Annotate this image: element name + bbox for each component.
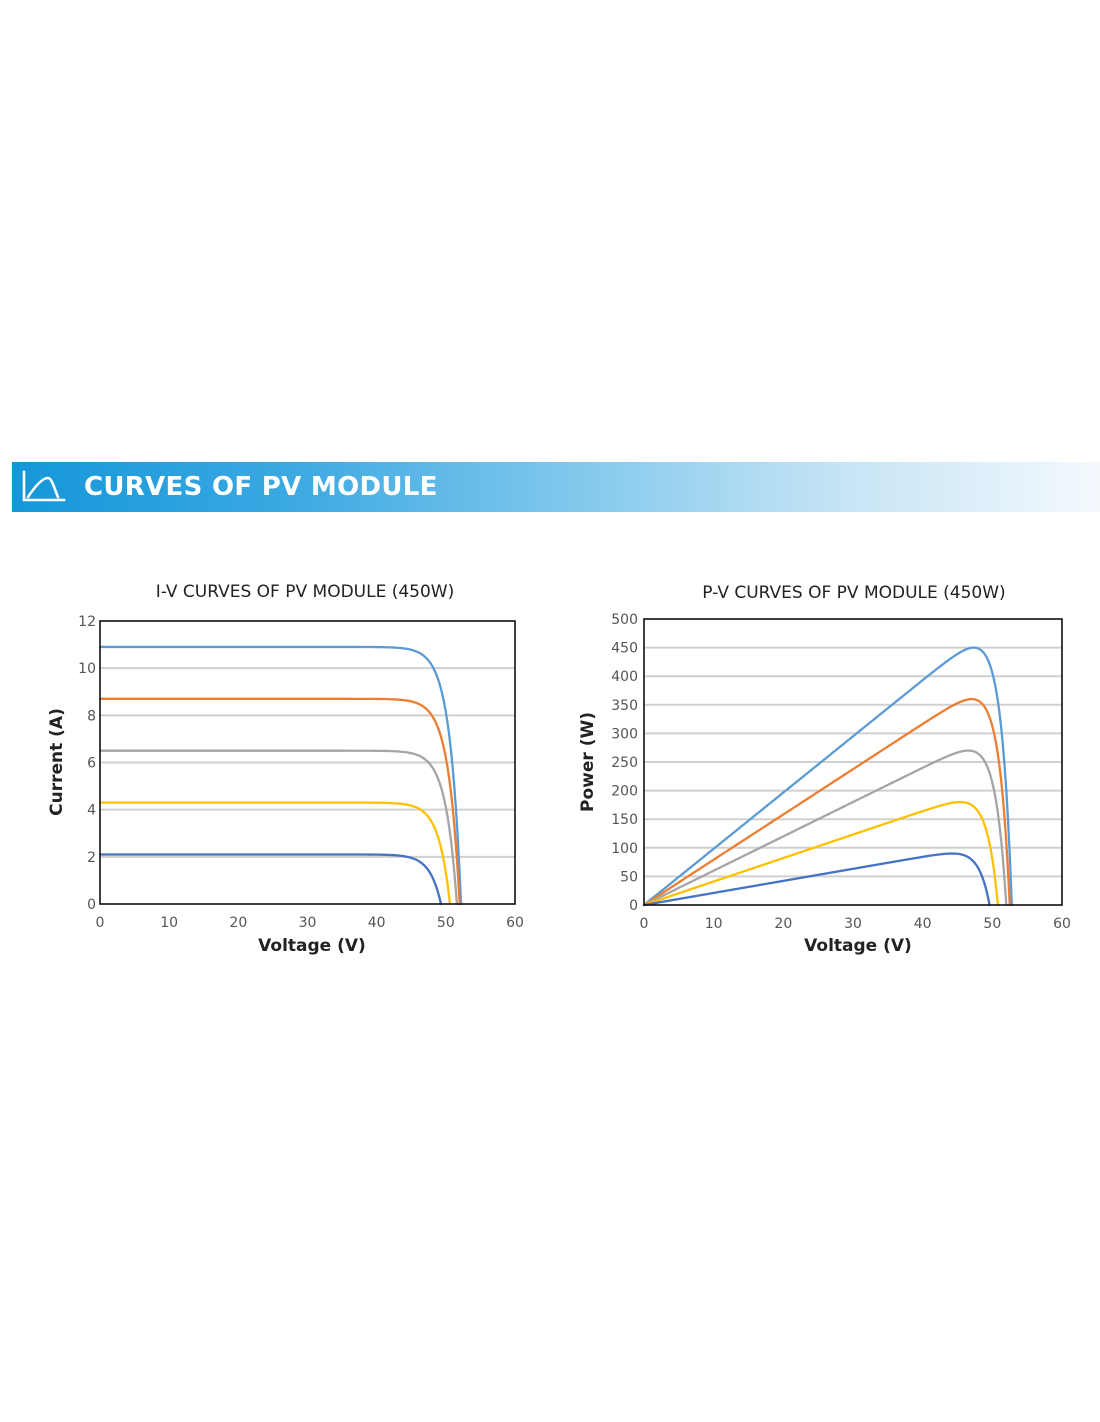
iv-x-ticks: 0 10 20 30 40 50 60 [96,915,524,931]
iv-x-tick-label: 0 [96,915,105,931]
section-banner: CURVES OF PV MODULE [12,462,1100,512]
iv-y-tick-label: 0 [87,897,96,913]
pv-y-tick-label: 300 [611,726,638,742]
iv-x-axis-label: Voltage (V) [258,936,366,956]
iv-series-line-1 [98,645,463,906]
pv-plot-frame [643,618,1063,906]
pv-y-tick-label: 100 [611,841,638,857]
pv-y-tick-label: 150 [611,812,638,828]
pv-grid [644,646,1062,878]
iv-y-axis-label: Current (A) [47,708,67,816]
iv-y-tick-label: 2 [87,850,96,866]
pv-y-tick-label: 500 [611,612,638,628]
curve-chart-icon [22,470,66,502]
iv-series-line-4 [98,801,452,906]
section-title: CURVES OF PV MODULE [84,472,438,502]
iv-x-tick-label: 50 [437,915,455,931]
pv-x-tick-label: 10 [705,916,723,932]
pv-y-tick-label: 0 [629,898,638,914]
pv-x-tick-label: 60 [1053,916,1071,932]
iv-series-line-2 [98,697,461,906]
iv-plot-frame [99,620,516,905]
pv-x-tick-label: 50 [983,916,1001,932]
pv-x-tick-label: 0 [640,916,649,932]
pv-y-tick-label: 350 [611,698,638,714]
iv-y-tick-label: 12 [78,614,96,630]
pv-y-ticks: 0 50 100 150 200 250 300 350 400 450 500 [611,612,638,914]
iv-x-tick-label: 30 [299,915,317,931]
iv-series-line-3 [98,749,459,906]
pv-series-line-2 [642,697,1011,907]
pv-series [642,646,1013,907]
pv-series-line-4 [642,800,1000,907]
pv-series-line-3 [642,749,1008,907]
iv-series [98,645,463,906]
iv-y-ticks: 0 2 4 6 8 10 12 [78,614,96,913]
iv-x-tick-label: 20 [229,915,247,931]
pv-x-tick-label: 40 [914,916,932,932]
pv-y-tick-label: 400 [611,669,638,685]
pv-y-axis-label-visible: Power (W) [578,712,598,812]
pv-y-tick-label: 450 [611,641,638,657]
iv-y-tick-label: 6 [87,756,96,772]
pv-x-tick-label: 20 [774,916,792,932]
pv-y-tick-label: 200 [611,784,638,800]
pv-series-line-5 [642,852,991,907]
iv-y-tick-label: 10 [78,661,96,677]
iv-x-tick-label: 10 [160,915,178,931]
iv-chart-title: I-V CURVES OF PV MODULE (450W) [156,582,455,602]
pv-x-axis-label: Voltage (V) [804,936,912,956]
iv-y-tick-label: 4 [87,803,96,819]
iv-x-tick-label: 60 [506,915,524,931]
pv-y-tick-label: 250 [611,755,638,771]
iv-chart: I-V CURVES OF PV MODULE (450W) 0 10 20 30 40… [47,582,524,956]
pv-y-tick-label: 50 [620,869,638,885]
pv-chart: P-V CURVES OF PV MODULE (450W) 0 10 20 30 40… [578,583,1071,956]
pv-x-tick-label: 30 [844,916,862,932]
pv-chart-title: P-V CURVES OF PV MODULE (450W) [702,583,1005,603]
iv-y-tick-label: 8 [87,708,96,724]
pv-series-line-1 [642,646,1013,907]
iv-series-line-5 [98,853,443,906]
pv-x-ticks: 0 10 20 30 40 50 60 [640,916,1071,932]
iv-x-tick-label: 40 [368,915,386,931]
